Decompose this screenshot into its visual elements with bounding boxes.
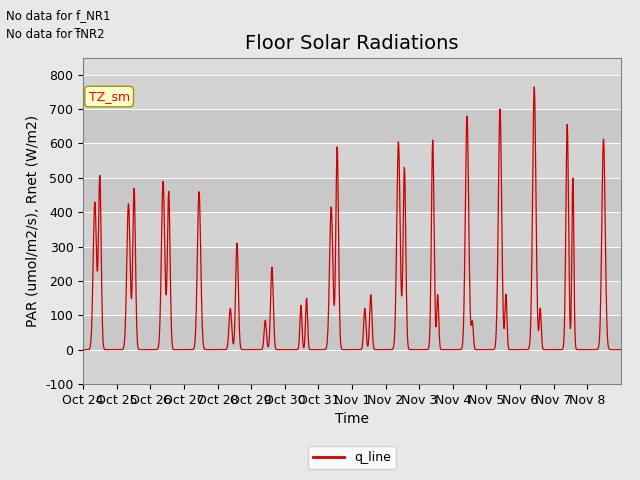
Bar <box>83 144 621 178</box>
Legend: q_line: q_line <box>308 446 396 469</box>
Bar <box>83 212 621 247</box>
X-axis label: Time: Time <box>335 412 369 426</box>
Text: No data for f_NR1: No data for f_NR1 <box>6 9 111 22</box>
Bar <box>83 178 621 212</box>
Bar <box>83 315 621 349</box>
Text: No data for f̅NR2: No data for f̅NR2 <box>6 28 105 41</box>
Title: Floor Solar Radiations: Floor Solar Radiations <box>245 34 459 53</box>
Bar <box>83 109 621 144</box>
Y-axis label: PAR (umol/m2/s), Rnet (W/m2): PAR (umol/m2/s), Rnet (W/m2) <box>26 115 40 327</box>
Bar <box>83 281 621 315</box>
Bar <box>83 349 621 384</box>
Text: TZ_sm: TZ_sm <box>88 90 130 103</box>
Bar <box>83 75 621 109</box>
Bar <box>83 247 621 281</box>
